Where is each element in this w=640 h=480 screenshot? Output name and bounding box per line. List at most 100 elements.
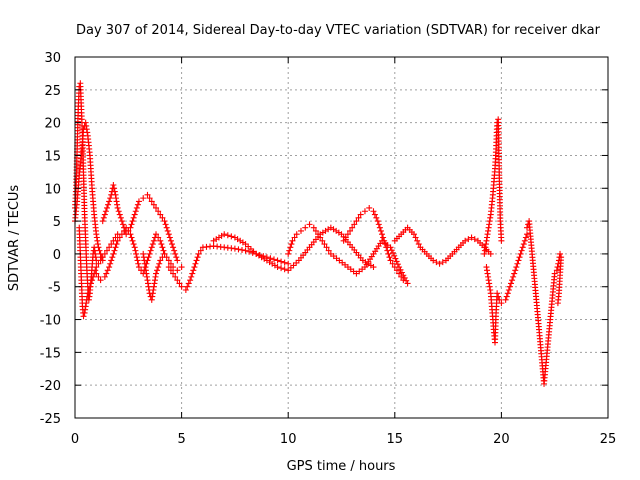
data-point-band-5-9 bbox=[235, 246, 242, 253]
data-point-hump-14 bbox=[347, 227, 354, 234]
data-point-mid-band-b bbox=[312, 227, 319, 234]
x-tick-label: 25 bbox=[600, 432, 617, 447]
data-point-dip-20 bbox=[503, 293, 510, 300]
data-point-bump-8 bbox=[119, 221, 126, 228]
data-point-bump-8 bbox=[131, 211, 138, 218]
data-point-late-points bbox=[554, 300, 561, 307]
data-point-early-dip bbox=[97, 257, 104, 264]
data-point-mid-band-b bbox=[404, 280, 411, 287]
data-point-hump-14 bbox=[386, 254, 393, 261]
data-point-bump-8 bbox=[170, 244, 177, 251]
data-point-mid-band-b bbox=[393, 258, 400, 265]
data-point-hump-14 bbox=[377, 227, 384, 234]
y-tick-label: -25 bbox=[40, 412, 61, 427]
data-point-dip-7 bbox=[157, 257, 164, 264]
data-point-band-5-9 bbox=[239, 246, 246, 253]
x-tick-label: 15 bbox=[387, 432, 404, 447]
data-point-bump-8 bbox=[99, 218, 106, 225]
data-point-bump-8 bbox=[157, 211, 164, 218]
data-point-mid-band-b bbox=[398, 269, 405, 276]
data-point-dip-20 bbox=[519, 244, 526, 251]
data-point-band-5-9 bbox=[182, 287, 189, 294]
data-point-dip-7 bbox=[174, 267, 181, 274]
data-point-band-5-9 bbox=[189, 270, 196, 277]
data-point-bump-8 bbox=[165, 231, 172, 238]
data-point-bump-8 bbox=[129, 218, 136, 225]
data-point-band-5-9 bbox=[249, 249, 256, 256]
x-tick-label: 10 bbox=[280, 432, 297, 447]
data-point-hump-14 bbox=[387, 257, 394, 264]
data-point-early-band bbox=[110, 250, 117, 257]
data-point-mid-band-b bbox=[287, 244, 294, 251]
data-point-bump-8 bbox=[167, 237, 174, 244]
data-point-band-5-9 bbox=[193, 257, 200, 264]
data-point-bump-8 bbox=[110, 181, 117, 188]
data-point-early-band bbox=[147, 247, 154, 254]
data-point-mid-band-b bbox=[319, 237, 326, 244]
data-point-band-5-9 bbox=[170, 270, 177, 277]
data-point-mid-band-b bbox=[291, 234, 298, 241]
data-point-early-band bbox=[129, 237, 136, 244]
data-point-bump-8 bbox=[111, 185, 118, 192]
data-point-bump-8 bbox=[161, 218, 168, 225]
data-point-mid-band bbox=[224, 232, 231, 239]
data-point-early-band bbox=[95, 273, 102, 280]
data-point-mid-band-b bbox=[321, 241, 328, 248]
data-point-bump-8 bbox=[111, 188, 118, 195]
data-point-early-band bbox=[114, 237, 121, 244]
data-point-band-5-9 bbox=[242, 247, 249, 254]
data-point-band-5-9 bbox=[178, 283, 185, 290]
data-point-bump-8 bbox=[118, 218, 125, 225]
data-point-bump-8 bbox=[125, 227, 132, 234]
data-point-band-5-9 bbox=[187, 277, 194, 284]
y-tick-label: 20 bbox=[44, 117, 61, 132]
data-point-bump-8 bbox=[102, 208, 109, 215]
data-point-bump-8 bbox=[172, 250, 179, 257]
data-point-bump-8 bbox=[169, 241, 176, 248]
data-point-mid-band-b bbox=[391, 252, 398, 259]
data-point-dip-7 bbox=[155, 264, 162, 271]
data-point-early-band bbox=[131, 244, 138, 251]
data-point-dip-20 bbox=[520, 241, 527, 248]
data-point-hump-14 bbox=[344, 231, 351, 238]
data-point-hump-14 bbox=[393, 267, 400, 274]
data-point-dip-7 bbox=[154, 267, 161, 274]
data-point-hump-14 bbox=[361, 208, 368, 215]
data-point-band-15-19 bbox=[414, 237, 421, 244]
data-point-early-band bbox=[133, 254, 140, 261]
data-point-dip-20 bbox=[513, 264, 520, 271]
data-point-band-5-9 bbox=[281, 259, 288, 266]
x-tick-label: 5 bbox=[177, 432, 185, 447]
data-point-bump-8 bbox=[133, 204, 140, 211]
data-point-band-15-19 bbox=[465, 236, 472, 243]
data-point-early-dip bbox=[90, 273, 97, 280]
data-point-mid-band bbox=[221, 231, 228, 238]
data-point-early-spike-b bbox=[96, 247, 103, 254]
data-point-band-5-9 bbox=[278, 258, 285, 265]
data-point-early-dip bbox=[95, 260, 102, 267]
y-tick-label: -5 bbox=[48, 281, 61, 296]
data-point-early-dip bbox=[106, 244, 113, 251]
data-point-band-5-9 bbox=[195, 250, 202, 257]
data-point-hump-14 bbox=[384, 247, 391, 254]
data-point-hump-14 bbox=[373, 214, 380, 221]
data-point-dip-20 bbox=[502, 296, 509, 303]
data-point-dip-20 bbox=[506, 283, 513, 290]
data-point-dip-7 bbox=[178, 264, 185, 271]
data-point-dip-20 bbox=[505, 287, 512, 294]
data-point-early-band bbox=[132, 247, 139, 254]
data-point-band-15-19 bbox=[439, 259, 446, 266]
data-point-dip-20 bbox=[517, 250, 524, 257]
data-point-mid-band-b bbox=[285, 250, 292, 257]
data-point-band-5-9 bbox=[231, 245, 238, 252]
data-point-early-band bbox=[158, 241, 165, 248]
data-point-mid-band-b bbox=[392, 255, 399, 262]
y-tick-label: -10 bbox=[40, 314, 61, 329]
data-point-bump-8 bbox=[135, 198, 142, 205]
data-point-hump-14 bbox=[398, 273, 405, 280]
data-point-band-5-9 bbox=[192, 260, 199, 267]
y-tick-label: 15 bbox=[44, 149, 61, 164]
data-point-early-band bbox=[159, 244, 166, 251]
data-point-bump-8 bbox=[166, 234, 173, 241]
